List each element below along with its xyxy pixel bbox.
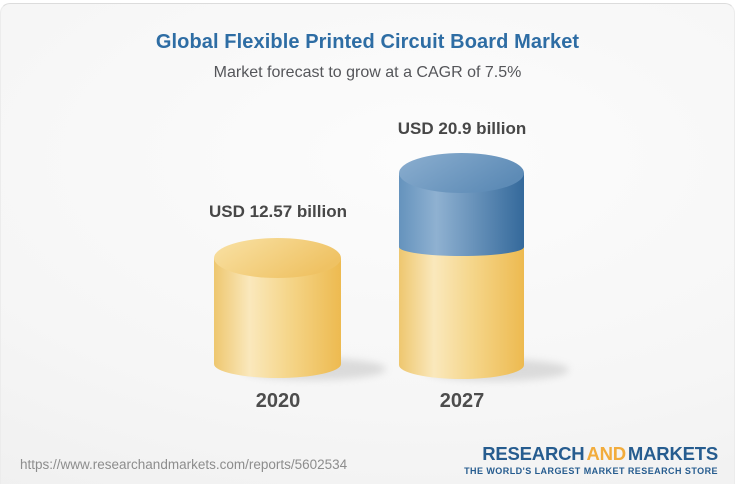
value-label-2020: USD 12.57 billion <box>209 202 347 221</box>
value-label-2027: USD 20.9 billion <box>397 119 527 138</box>
researchandmarkets-logo: RESEARCH AND MARKETS THE WORLD'S LARGEST M… <box>464 443 718 476</box>
infographic-card: Global Flexible Printed Circuit Board Ma… <box>0 3 735 484</box>
x-tick-2027: 2027 <box>439 390 485 412</box>
bar-2020-top <box>214 238 341 278</box>
logo-word-and: AND <box>586 443 626 464</box>
bar-2020-cylinder <box>214 238 386 380</box>
bar-2027-base-segment <box>399 243 524 379</box>
logo-tagline: THE WORLD'S LARGEST MARKET RESEARCH STOR… <box>464 465 718 476</box>
bar-2020-body <box>214 258 341 378</box>
bar-2027-growth-segment <box>399 173 524 256</box>
logo-word-markets: MARKETS <box>627 443 718 464</box>
logo-word-research: RESEARCH <box>482 443 585 464</box>
bar-2027-cylinder <box>399 153 569 381</box>
x-tick-2020: 2020 <box>255 390 301 412</box>
bar-2027-top <box>399 153 524 193</box>
report-url-link[interactable]: https://www.researchandmarkets.com/repor… <box>20 457 348 472</box>
logo-wordmark: RESEARCH AND MARKETS <box>464 443 718 464</box>
chart-title: Global Flexible Printed Circuit Board Ma… <box>155 31 580 53</box>
chart-subtitle: Market forecast to grow at a CAGR of 7.5… <box>213 64 522 81</box>
